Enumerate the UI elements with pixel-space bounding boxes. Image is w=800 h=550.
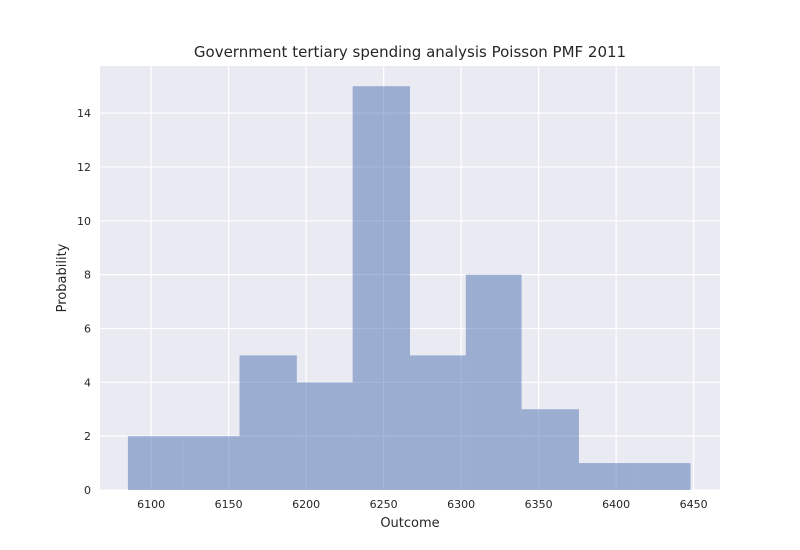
y-tick-label: 10 <box>77 215 91 228</box>
y-tick-label: 6 <box>84 322 91 335</box>
histogram-bars <box>127 86 691 490</box>
histogram-bar <box>296 382 353 490</box>
y-tick-label: 2 <box>84 430 91 443</box>
x-tick-label: 6200 <box>292 498 320 511</box>
x-tick-label: 6400 <box>602 498 630 511</box>
histogram-bar <box>183 436 240 490</box>
histogram-bar <box>578 463 635 490</box>
y-axis-label: Probability <box>55 243 70 312</box>
x-tick-labels: 6100 6150 6200 6250 6300 6350 6400 6450 <box>137 498 708 511</box>
x-tick-label: 6300 <box>447 498 475 511</box>
x-tick-label: 6100 <box>137 498 165 511</box>
x-tick-label: 6350 <box>525 498 553 511</box>
y-tick-label: 14 <box>77 107 91 120</box>
y-tick-label: 0 <box>84 484 91 497</box>
histogram-bar <box>521 409 579 490</box>
histogram-bar <box>465 274 522 490</box>
y-tick-labels: 0 2 4 6 8 10 12 14 <box>77 107 91 497</box>
x-axis-label: Outcome <box>380 516 439 531</box>
histogram-bar <box>127 436 184 490</box>
y-tick-label: 8 <box>84 269 91 282</box>
y-tick-label: 12 <box>77 161 91 174</box>
histogram-bar <box>352 86 410 490</box>
x-tick-label: 6250 <box>370 498 398 511</box>
histogram-bar <box>239 355 297 490</box>
histogram-bar <box>410 355 466 490</box>
x-tick-label: 6150 <box>215 498 243 511</box>
histogram-bar <box>634 463 691 490</box>
y-tick-label: 4 <box>84 376 91 389</box>
chart-title: Government tertiary spending analysis Po… <box>194 43 626 61</box>
x-tick-label: 6450 <box>680 498 708 511</box>
